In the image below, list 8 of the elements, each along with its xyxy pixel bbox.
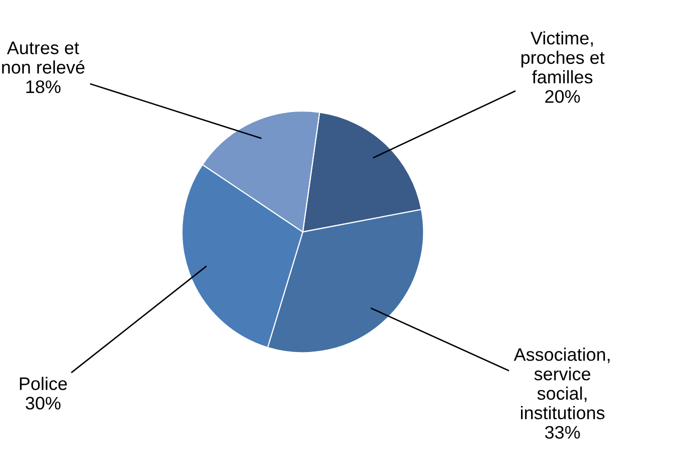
- data-label: 33%: [545, 426, 580, 439]
- data-label: 30%: [26, 396, 60, 410]
- slice-label: Victime, proches et familles: [521, 31, 604, 84]
- data-label: 20%: [545, 90, 580, 103]
- slice-label: Association, service social, institutions: [514, 348, 610, 420]
- slice-label: Autres et non relevé: [2, 42, 84, 74]
- slice-label: Police: [20, 376, 67, 390]
- data-label: 18%: [26, 80, 60, 94]
